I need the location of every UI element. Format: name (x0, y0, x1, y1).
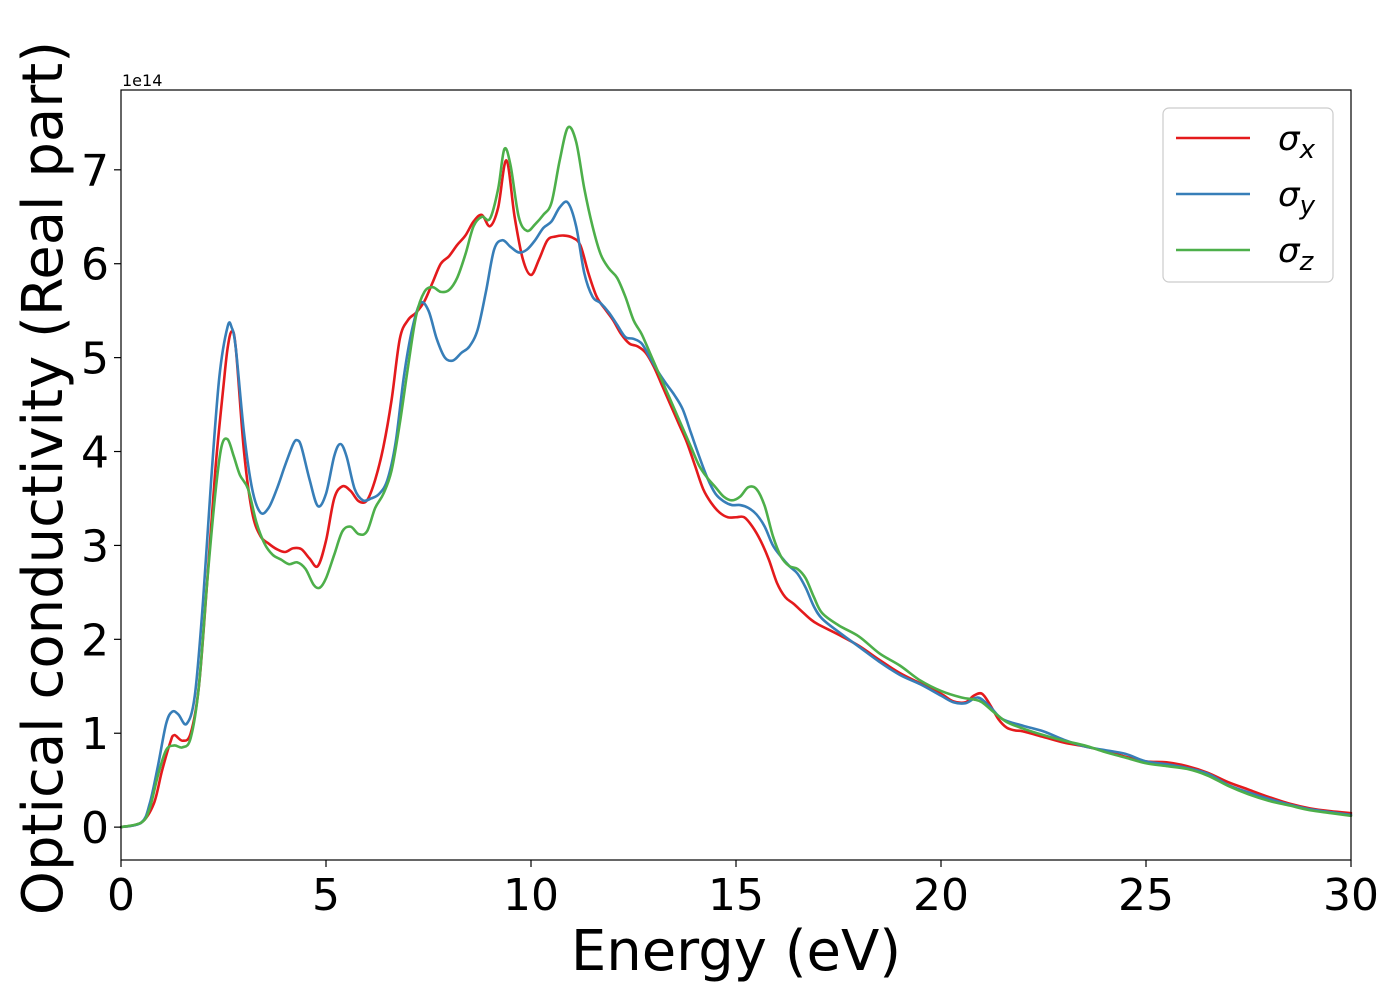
y-tick-label: 0 (81, 803, 109, 854)
y-tick-label: 2 (81, 615, 109, 666)
y-tick-label: 1 (81, 709, 109, 760)
series-layer (119, 125, 1353, 829)
x-axis-label: Energy (eV) (571, 919, 901, 984)
y-axis-label: Optical conductivity (Real part) (11, 41, 76, 915)
series-line-z (119, 125, 1353, 829)
x-axis: 0 5 10 15 20 25 30 (107, 860, 1379, 921)
series-line-y (119, 200, 1353, 829)
x-tick-label: 25 (1118, 870, 1174, 921)
x-tick-label: 0 (107, 870, 135, 921)
x-tick-label: 5 (312, 870, 340, 921)
y-tick-label: 7 (81, 146, 109, 197)
y-tick-label: 4 (81, 428, 109, 479)
x-tick-label: 15 (708, 870, 764, 921)
y-axis: 0 1 2 3 4 5 6 7 (81, 146, 121, 854)
x-tick-label: 10 (503, 870, 559, 921)
x-tick-label: 30 (1323, 870, 1379, 921)
y-tick-label: 3 (81, 521, 109, 572)
x-tick-label: 20 (913, 870, 969, 921)
y-offset-label: 1e14 (122, 71, 162, 90)
y-tick-label: 6 (81, 240, 109, 291)
y-tick-label: 5 (81, 334, 109, 385)
